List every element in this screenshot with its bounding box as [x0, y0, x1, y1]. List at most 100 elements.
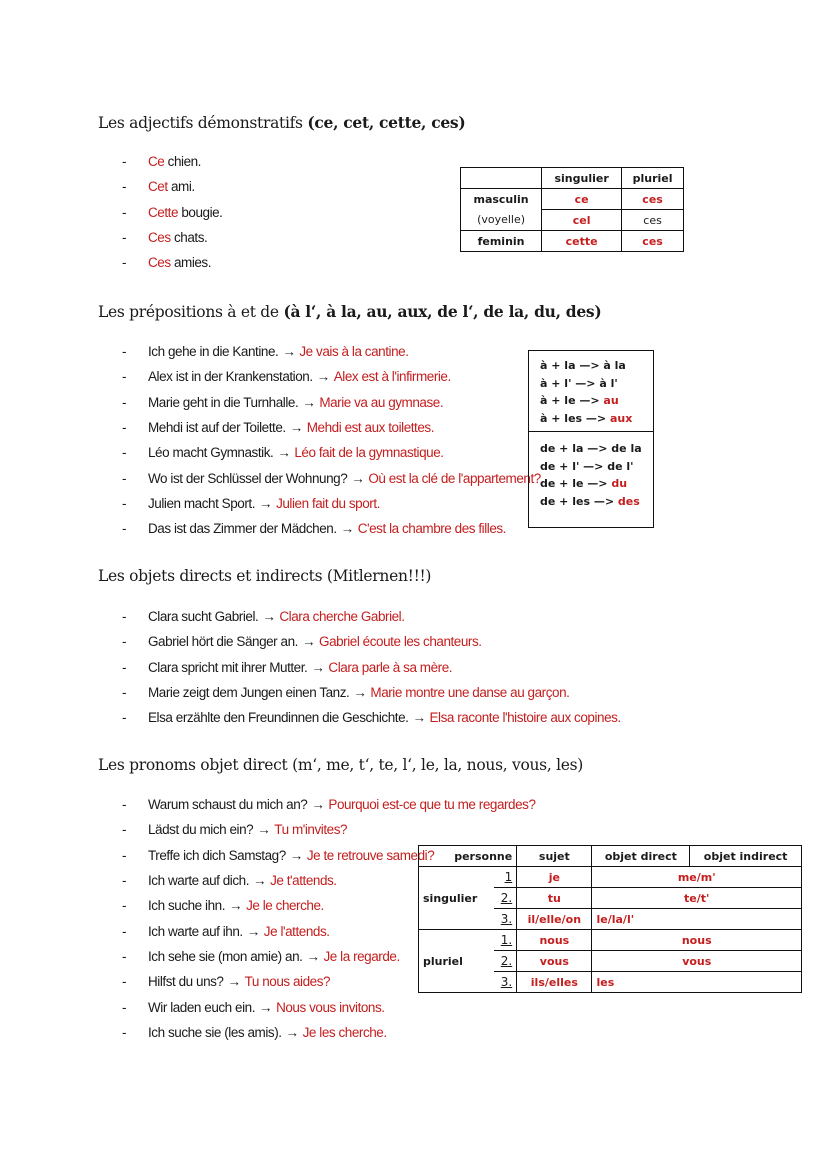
german-sentence: Marie geht in die Turnhalle. [148, 394, 299, 410]
french-sentence: Nous vous invitons. [276, 999, 385, 1015]
text-cell: te/t' [591, 887, 802, 909]
list-item: - Treffe ich dich Samstag? → Je te retrouve… [122, 843, 536, 868]
text-cell: nous [516, 929, 593, 951]
german-sentence: Das ist das Zimmer der Mädchen. [148, 521, 337, 537]
french-sentence: Marie montre une danse au garçon. [370, 685, 570, 701]
text-cell: au [603, 394, 619, 407]
text-cell: ces [621, 230, 684, 252]
text-cell: masculin [459, 188, 543, 210]
text-cell: cette [541, 230, 623, 252]
text-cell: le/la/l' [591, 908, 802, 930]
list-item: - Ce chien. [122, 149, 222, 174]
text-cell: à + l' —> à l' [540, 376, 618, 390]
text-cell: il/elle/on [516, 908, 593, 930]
french-sentence: Tu nous aides? [244, 974, 331, 990]
list-item: - Alex ist in der Krankenstation. → Alex es… [122, 364, 541, 389]
text-cell: (ce, cet, cette, ces) [307, 113, 466, 132]
french-sentence: Alex est à l'infirmerie. [333, 369, 452, 385]
text-cell: sujet [516, 845, 593, 867]
text-cell: singulier [418, 866, 495, 930]
text-cell: Les pronoms objet direct (m‘, me, t‘, te… [98, 756, 583, 774]
de-contractions: de + la —> de la de + l' —> de l' de + l… [529, 431, 653, 525]
text-cell: 3. [494, 908, 518, 930]
text-cell: de + le —> [540, 477, 612, 490]
text-cell: à + les —> [540, 411, 610, 425]
list-item: - Ich warte auf ihn. → Je l'attends. [122, 918, 536, 943]
bullet-dash: - [122, 999, 127, 1015]
list-item: - Wo ist der Schlüssel der Wohnung? → Où es… [122, 465, 541, 490]
bullet-dash: - [122, 923, 127, 939]
list-item: - Ich sehe sie (mon amie) an. → Je la regar… [122, 944, 536, 969]
list-item: - Clara sucht Gabriel. → Clara cherche Gabr… [122, 604, 621, 629]
text-cell: vous [516, 950, 593, 972]
german-sentence: Clara spricht mit ihrer Mutter. [148, 659, 308, 675]
bullet-dash: - [122, 495, 127, 511]
arrow-right-icon: → [316, 369, 331, 385]
arrow-right-icon: → [353, 685, 367, 701]
french-sentence: Gabriel écoute les chanteurs. [319, 634, 482, 650]
bullet-dash: - [122, 445, 127, 461]
german-sentence: Gabriel hört die Sänger an. [148, 634, 298, 650]
list-demonstratifs: - Ce chien. - Cet ami. - Cette bougie. - Ces ch… [122, 149, 223, 275]
text-cell: pluriel [621, 167, 684, 189]
list-item: - Lädst du mich ein? → Tu m'invites? [122, 817, 536, 842]
arrow-right-icon: → [289, 847, 304, 863]
german-sentence: Alex ist in der Krankenstation. [148, 369, 313, 385]
german-sentence: Ich warte auf ihn. [148, 923, 243, 939]
french-sentence: Je les cherche. [302, 1024, 387, 1040]
list-item: - Ich suche ihn. → Je le cherche. [122, 893, 536, 918]
sentence-rest: ami. [167, 179, 195, 195]
german-sentence: Marie zeigt dem Jungen einen Tanz. [148, 685, 350, 701]
text-cell: singulier [541, 167, 623, 189]
arrow-right-icon: → [412, 710, 426, 726]
list-item: - Cette bougie. [122, 200, 223, 225]
list-item: - Elsa erzählte den Freundinnen die Gesch… [122, 705, 621, 730]
list-pronoms: - Warum schaust du mich an? → Pourquoi est-… [122, 792, 536, 1045]
sentence-rest: bougie. [178, 204, 223, 220]
german-sentence: Julien macht Sport. [148, 495, 256, 511]
french-sentence: Ce [148, 154, 165, 170]
french-sentence: Je la regarde. [323, 948, 401, 964]
sentence-rest: amies. [170, 255, 212, 271]
list-objets: - Clara sucht Gabriel. → Clara cherche Gabr… [122, 604, 621, 730]
french-sentence: Léo fait de la gymnastique. [294, 445, 444, 461]
bullet-dash: - [122, 230, 127, 246]
list-item: - Julien macht Sport. → Julien fait du spor… [122, 491, 541, 516]
bullet-dash: - [122, 344, 127, 360]
german-sentence: Léo macht Gymnastik. [148, 445, 274, 461]
text-cell: objet indirect [689, 845, 802, 867]
french-sentence: Où est la clé de l'appartement? [368, 470, 541, 486]
list-item: - Ich warte auf dich. → Je t'attends. [122, 868, 536, 893]
bullet-dash: - [122, 898, 127, 914]
text-cell: pluriel [418, 929, 495, 993]
arrow-right-icon: → [229, 898, 243, 914]
arrow-right-icon: → [340, 521, 355, 537]
heading-objets: Les objets directs et indirects (Mitlern… [98, 567, 431, 585]
list-item: - Cet ami. [122, 174, 222, 199]
list-item: - Warum schaust du mich an? → Pourquoi est-… [122, 792, 536, 817]
text-cell: des [617, 494, 640, 508]
french-sentence: Julien fait du sport. [276, 495, 380, 511]
text-cell: de + la —> de la [540, 442, 642, 455]
list-item: - Clara spricht mit ihrer Mutter. → Clara p… [122, 655, 621, 680]
german-sentence: Ich warte auf dich. [148, 873, 250, 889]
bullet-dash: - [122, 204, 127, 220]
text-cell: tu [516, 887, 593, 909]
text-cell: aux [609, 411, 633, 425]
text-cell: 1. [494, 929, 518, 951]
bullet-dash: - [122, 634, 127, 650]
german-sentence: Treffe ich dich Samstag? [148, 847, 286, 863]
bullet-dash: - [122, 255, 127, 271]
french-sentence: Je l'attends. [263, 923, 330, 939]
text-cell: je [516, 866, 593, 888]
french-sentence: Je t'attends. [270, 873, 337, 889]
arrow-right-icon: → [311, 797, 325, 813]
list-prepositions: - Ich gehe in die Kantine. → Je vais à la c… [122, 339, 541, 541]
bullet-dash: - [122, 685, 127, 701]
french-sentence: Je vais à la cantine. [299, 344, 409, 360]
bullet-dash: - [122, 394, 127, 410]
list-item: - Das ist das Zimmer der Mädchen. → C'est l… [122, 516, 541, 541]
text-cell: vous [591, 950, 802, 972]
list-item: - Ich gehe in die Kantine. → Je vais à la c… [122, 339, 541, 364]
arrow-right-icon: → [301, 634, 316, 650]
